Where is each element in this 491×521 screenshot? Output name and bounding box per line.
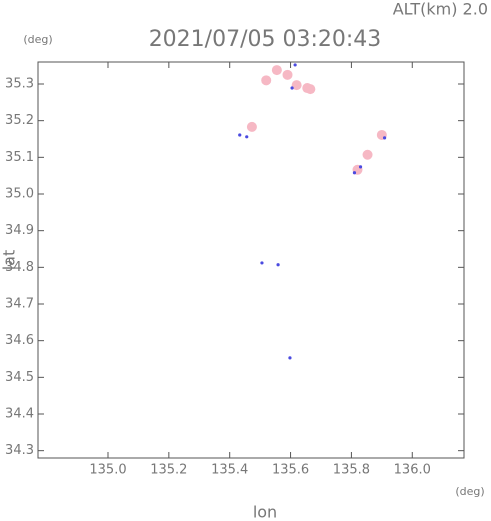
data-point xyxy=(261,75,272,86)
data-point xyxy=(288,356,292,360)
data-point xyxy=(291,80,302,91)
altitude-label: ALT(km) 2.0 xyxy=(393,0,488,19)
y-axis-label: lat xyxy=(0,250,19,271)
x-tick-label: 135.2 xyxy=(150,463,187,478)
data-point xyxy=(260,261,264,265)
y-tick-label: 34.5 xyxy=(5,370,34,385)
data-point xyxy=(362,149,373,160)
x-tick-label: 135.4 xyxy=(211,463,248,478)
y-tick-label: 34.7 xyxy=(5,297,34,312)
data-point xyxy=(246,121,257,132)
x-tick-label: 135.6 xyxy=(272,463,309,478)
plot-frame xyxy=(37,61,465,459)
y-tick-label: 35.0 xyxy=(5,187,34,202)
y-tick-label: 35.3 xyxy=(5,77,34,92)
x-unit: (deg) xyxy=(455,485,484,498)
y-tick-label: 35.2 xyxy=(5,113,34,128)
data-point xyxy=(352,171,357,175)
data-point xyxy=(293,63,297,67)
y-tick-label: 34.8 xyxy=(5,260,34,275)
chart-title: 2021/07/05 03:20:43 xyxy=(149,27,382,52)
y-tick-label: 35.1 xyxy=(5,150,34,165)
data-point xyxy=(238,133,242,137)
y-tick-label: 34.6 xyxy=(5,333,34,348)
data-point xyxy=(290,86,294,90)
data-point xyxy=(358,165,363,169)
y-tick-label: 34.3 xyxy=(5,443,34,458)
x-axis-label: lon xyxy=(253,503,277,521)
data-point xyxy=(271,65,282,76)
y-tick-label: 34.9 xyxy=(5,223,34,238)
y-tick-label: 34.4 xyxy=(5,407,34,422)
data-point xyxy=(245,135,249,139)
data-point xyxy=(276,263,280,267)
x-tick-label: 136.0 xyxy=(394,463,431,478)
data-point xyxy=(282,69,293,80)
x-tick-label: 135.0 xyxy=(89,463,126,478)
data-point xyxy=(382,136,387,140)
y-unit: (deg) xyxy=(23,33,52,46)
data-point xyxy=(305,84,316,95)
x-tick-label: 135.8 xyxy=(333,463,370,478)
